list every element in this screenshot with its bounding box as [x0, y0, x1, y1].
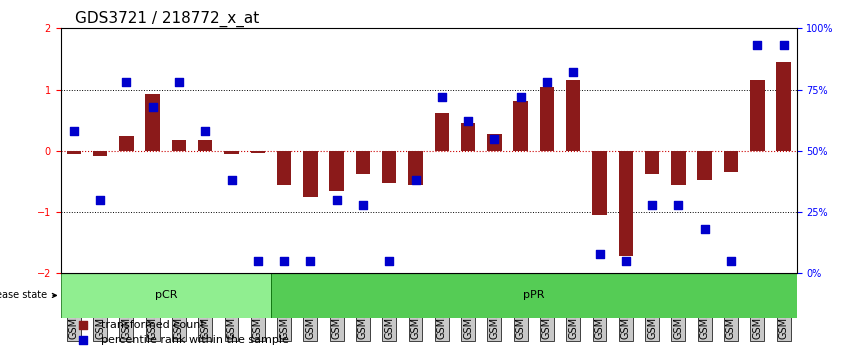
Text: GDS3721 / 218772_x_at: GDS3721 / 218772_x_at	[75, 11, 260, 27]
Bar	[697, 151, 712, 180]
Bar	[93, 151, 107, 156]
Point	[76, 322, 90, 328]
Point	[330, 197, 344, 203]
Point	[94, 197, 107, 203]
Bar	[198, 141, 212, 151]
Bar	[776, 62, 791, 151]
Point	[698, 227, 712, 232]
Point	[251, 258, 265, 264]
Bar	[488, 134, 501, 151]
Bar	[592, 151, 607, 215]
Point	[76, 337, 90, 342]
Point	[224, 177, 238, 183]
Point	[303, 258, 317, 264]
Point	[198, 129, 212, 134]
Point	[462, 119, 475, 124]
Bar	[303, 151, 318, 197]
Bar	[329, 151, 344, 191]
Point	[750, 42, 764, 48]
Bar	[382, 151, 397, 183]
Point	[145, 104, 159, 110]
Bar	[356, 151, 370, 174]
Bar	[250, 151, 265, 153]
Point	[382, 258, 396, 264]
Text: disease state: disease state	[0, 290, 56, 301]
Text: transformed count: transformed count	[101, 320, 205, 330]
Point	[514, 94, 527, 100]
Bar	[671, 151, 686, 184]
Point	[356, 202, 370, 207]
Point	[777, 42, 791, 48]
Bar	[514, 101, 528, 151]
Bar	[67, 151, 81, 154]
Bar	[435, 113, 449, 151]
Text: pCR: pCR	[154, 290, 177, 301]
FancyBboxPatch shape	[271, 273, 797, 318]
Point	[67, 129, 81, 134]
Bar	[540, 86, 554, 151]
Point	[435, 94, 449, 100]
Bar	[120, 136, 133, 151]
Point	[488, 136, 501, 142]
Bar	[145, 95, 160, 151]
Point	[277, 258, 291, 264]
Bar	[645, 151, 659, 174]
Text: percentile rank within the sample: percentile rank within the sample	[101, 335, 289, 344]
Text: pPR: pPR	[523, 290, 545, 301]
Bar	[566, 80, 580, 151]
Bar	[277, 151, 291, 184]
Point	[592, 251, 606, 257]
Point	[724, 258, 738, 264]
Point	[645, 202, 659, 207]
Point	[540, 79, 554, 85]
Bar	[408, 151, 423, 184]
FancyBboxPatch shape	[61, 273, 271, 318]
Point	[120, 79, 133, 85]
Bar	[461, 123, 475, 151]
Bar	[171, 140, 186, 151]
Bar	[618, 151, 633, 256]
Point	[619, 258, 633, 264]
Bar	[224, 151, 239, 154]
Bar	[750, 80, 765, 151]
Point	[172, 79, 186, 85]
Point	[566, 70, 580, 75]
Point	[409, 177, 423, 183]
Bar	[724, 151, 738, 172]
Point	[671, 202, 685, 207]
